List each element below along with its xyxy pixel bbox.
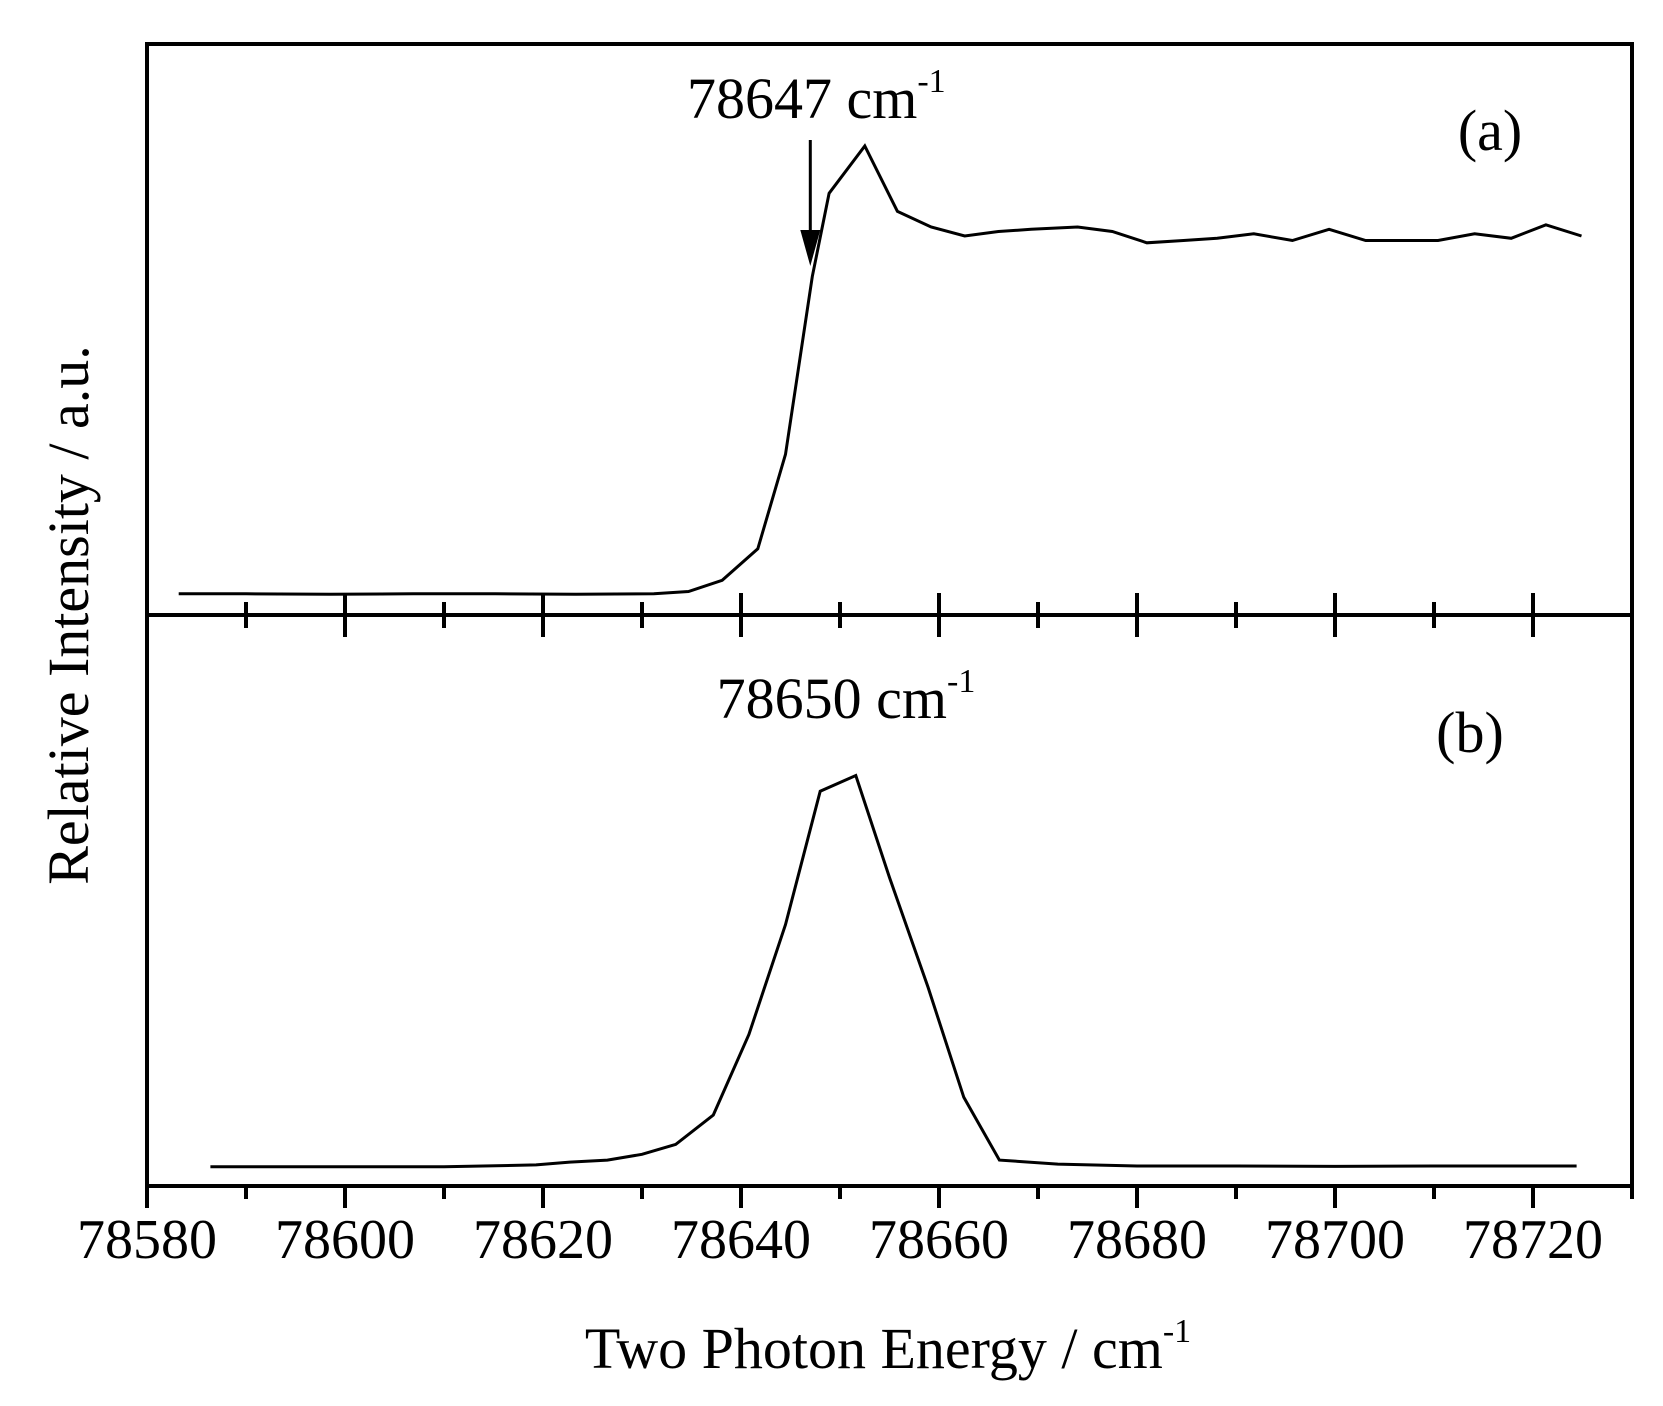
- series-line: [210, 773, 1577, 1169]
- panel-label: (b): [1436, 700, 1504, 765]
- peak-annotation: 78647 cm-1: [687, 63, 946, 131]
- x-axis-label: Two Photon Energy / cm-1: [585, 1313, 1191, 1381]
- x-tick-label: 78640: [671, 1209, 811, 1271]
- y-axis-label: Relative Intensity / a.u.: [36, 345, 101, 885]
- x-tick-label: 78660: [869, 1209, 1009, 1271]
- x-tick-label: 78620: [473, 1209, 613, 1271]
- series-line: [178, 143, 1582, 596]
- panel-a: (a) 78647 cm-1: [178, 63, 1582, 596]
- x-ticks: [145, 593, 1634, 1208]
- x-tick-label: 78700: [1265, 1209, 1405, 1271]
- x-tick-label: 78680: [1067, 1209, 1207, 1271]
- panel-b-frame: [145, 613, 1634, 1188]
- x-tick-labels: 78580 78600 78620 78640 78660 78680 78700 78720: [77, 1209, 1603, 1271]
- panel-b: (b) 78650 cm-1: [210, 663, 1577, 1169]
- x-tick-label: 78720: [1463, 1209, 1603, 1271]
- panels: (a) 78647 cm-1 (b) 78650 cm-1: [178, 63, 1582, 1169]
- annotation-arrow-head: [800, 230, 821, 266]
- peak-annotation: 78650 cm-1: [717, 663, 976, 731]
- x-axis-label-sup: -1: [1163, 1313, 1191, 1350]
- x-tick-label: 78600: [275, 1209, 415, 1271]
- x-axis-label-main: Two Photon Energy / cm: [585, 1316, 1163, 1381]
- panel-label: (a): [1458, 98, 1522, 163]
- x-tick-label: 78580: [77, 1209, 217, 1271]
